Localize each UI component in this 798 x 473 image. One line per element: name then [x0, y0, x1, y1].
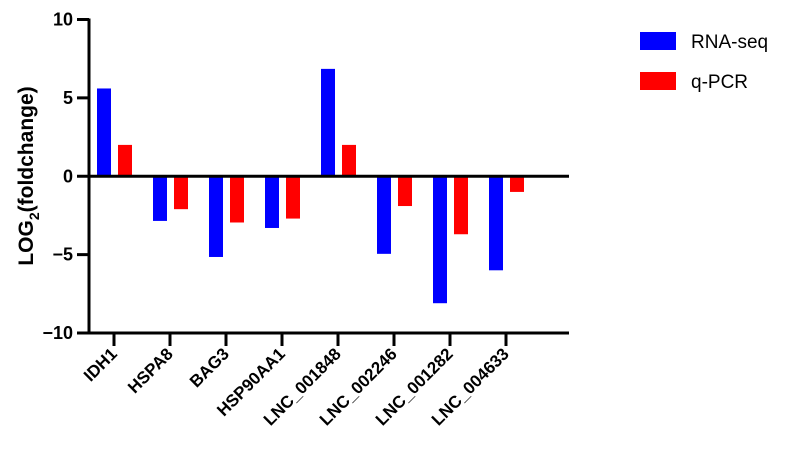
legend-label-q-pcr: q-PCR: [691, 72, 748, 93]
bar-q-pcr-lnc_004633: [510, 176, 524, 192]
y-tick-label: 10: [53, 10, 73, 30]
x-tick-label: IDH1: [80, 344, 121, 385]
x-tick-label: BAG3: [186, 344, 233, 391]
y-axis-label: LOG2(foldchange): [15, 86, 42, 265]
y-tick-label: 0: [63, 166, 73, 186]
bars-group: [97, 68, 524, 304]
bar-q-pcr-bag3: [230, 176, 244, 223]
legend: RNA-seq q-PCR: [640, 32, 768, 93]
bar-rna-seq-hsp90aa1: [265, 176, 279, 228]
bar-q-pcr-idh1: [118, 144, 132, 177]
bar-q-pcr-hsp90aa1: [286, 176, 300, 219]
y-tick-label: −10: [42, 323, 73, 343]
bar-rna-seq-idh1: [97, 88, 111, 177]
bar-rna-seq-hspa8: [153, 176, 167, 221]
bar-rna-seq-lnc_001848: [321, 68, 335, 177]
bar-rna-seq-bag3: [209, 176, 223, 257]
bar-q-pcr-lnc_001282: [454, 176, 468, 235]
legend-label-rna-seq: RNA-seq: [691, 32, 768, 53]
bar-rna-seq-lnc_002246: [377, 176, 391, 254]
y-tick-label: −5: [52, 245, 73, 265]
legend-swatch-rna-seq: [640, 32, 676, 50]
bar-q-pcr-lnc_001848: [342, 144, 356, 177]
legend-swatch-q-pcr: [640, 72, 676, 90]
bar-q-pcr-hspa8: [174, 176, 188, 210]
bar-rna-seq-lnc_004633: [489, 176, 503, 271]
bar-rna-seq-lnc_001282: [433, 176, 447, 304]
y-tick-label: 5: [63, 88, 73, 108]
x-tick-label: HSPA8: [124, 344, 177, 397]
bar-q-pcr-lnc_002246: [398, 176, 412, 207]
